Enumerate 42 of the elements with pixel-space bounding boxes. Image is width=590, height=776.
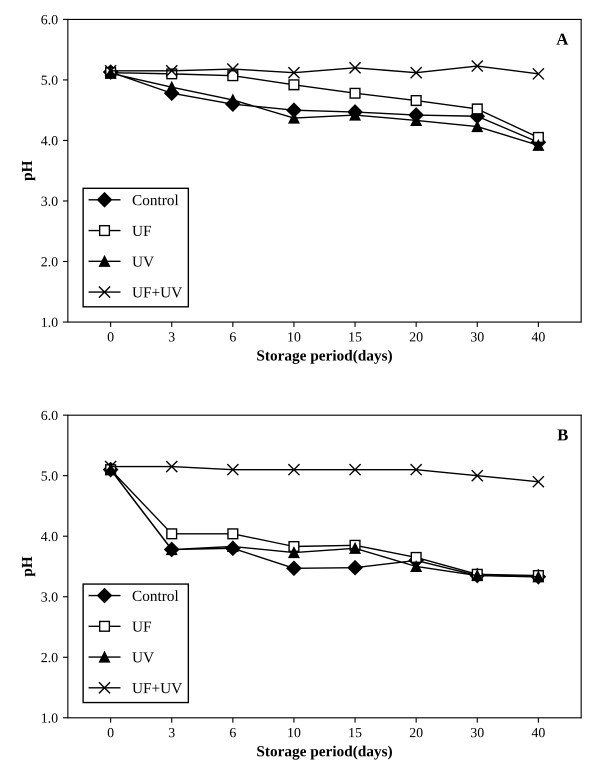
x-tick-label: 20: [410, 728, 423, 738]
legend-label: UV: [132, 256, 154, 267]
x-tick-label: 10: [288, 728, 300, 738]
annotation: B: [557, 429, 568, 440]
x-tick-label: 40: [532, 332, 545, 342]
x-tick-label: 0: [108, 332, 114, 342]
x-tick-label: 6: [230, 728, 236, 738]
x-tick-label: 3: [168, 332, 175, 342]
y-tick-label: 2.0: [41, 652, 58, 662]
x-tick-label: 15: [349, 332, 362, 342]
legend-label: Control: [132, 590, 178, 602]
x-tick-label: 20: [410, 332, 423, 342]
y-tick-label: 6.0: [41, 410, 58, 420]
x-axis-title: Storage period(days): [257, 746, 392, 760]
x-tick-label: 3: [168, 728, 175, 738]
legend-label: UF+UV: [132, 683, 182, 694]
legend-label: UF: [132, 226, 151, 236]
x-tick-label: 10: [288, 332, 300, 342]
x-tick-label: 6: [230, 332, 236, 342]
x-tick-label: 40: [532, 728, 545, 738]
y-tick-label: 5.0: [42, 76, 58, 85]
y-tick-label: 6.0: [41, 14, 58, 24]
y-axis-title: pH: [22, 556, 36, 576]
y-tick-label: 3.0: [41, 196, 58, 206]
x-tick-label: 0: [108, 728, 114, 738]
y-tick-label: 4.0: [41, 532, 58, 542]
y-tick-label: 1.0: [42, 318, 58, 328]
legend-label: Control: [132, 194, 178, 206]
y-tick-label: 2.0: [41, 257, 58, 267]
legend-label: UF+UV: [132, 287, 182, 298]
y-tick-label: 3.0: [41, 592, 58, 602]
annotation: A: [556, 34, 568, 45]
x-axis-title: Storage period(days): [257, 350, 392, 364]
y-tick-label: 1.0: [42, 713, 58, 723]
y-tick-label: 4.0: [41, 136, 58, 146]
legend-label: UV: [132, 652, 154, 663]
y-tick-label: 5.0: [42, 471, 58, 481]
x-tick-label: 30: [470, 332, 484, 342]
x-tick-label: 30: [470, 728, 484, 738]
x-tick-label: 15: [349, 728, 362, 738]
y-axis-title: pH: [22, 160, 36, 181]
legend-label: UF: [132, 622, 151, 632]
